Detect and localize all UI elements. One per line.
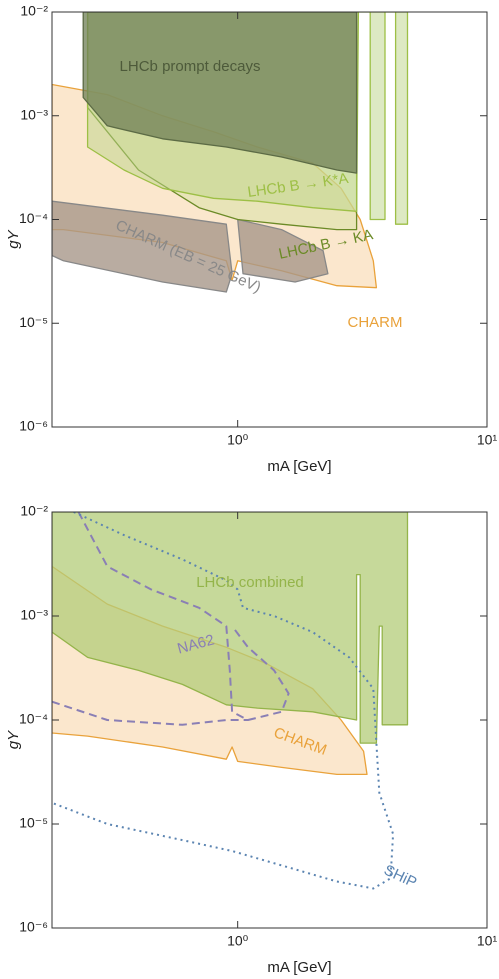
y-tick-label: 10⁻⁶ (19, 418, 48, 434)
x-axis-label: mA [GeV] (267, 458, 331, 475)
region-label: LHCb prompt decays (120, 58, 261, 75)
x-tick-label: 10⁰ (227, 933, 249, 949)
y-axis-label: gY (5, 229, 22, 248)
x-tick-label: 10¹ (477, 933, 498, 949)
plot-area (52, 12, 409, 293)
region-label: SHiP (381, 862, 419, 892)
y-axis-label: gY (5, 730, 22, 749)
x-axis-label: mA [GeV] (267, 959, 331, 976)
plot-area (52, 512, 409, 890)
y-tick-label: 10⁻³ (20, 607, 48, 623)
region (52, 200, 329, 293)
region (52, 512, 409, 744)
y-tick-label: 10⁻² (20, 3, 48, 19)
y-tick-label: 10⁻⁶ (19, 919, 48, 935)
y-tick-label: 10⁻³ (20, 106, 48, 122)
x-tick-label: 10¹ (477, 432, 498, 448)
region (52, 512, 290, 726)
y-tick-label: 10⁻⁵ (19, 815, 48, 831)
y-tick-label: 10⁻⁵ (19, 314, 48, 330)
y-tick-label: 10⁻⁴ (19, 711, 48, 727)
region-label: CHARM (348, 314, 403, 331)
region-label: LHCb combined (196, 574, 304, 591)
region (82, 12, 358, 174)
x-tick-label: 10⁰ (227, 432, 249, 448)
y-tick-label: 10⁻² (20, 503, 48, 519)
y-tick-label: 10⁻⁴ (19, 210, 48, 226)
